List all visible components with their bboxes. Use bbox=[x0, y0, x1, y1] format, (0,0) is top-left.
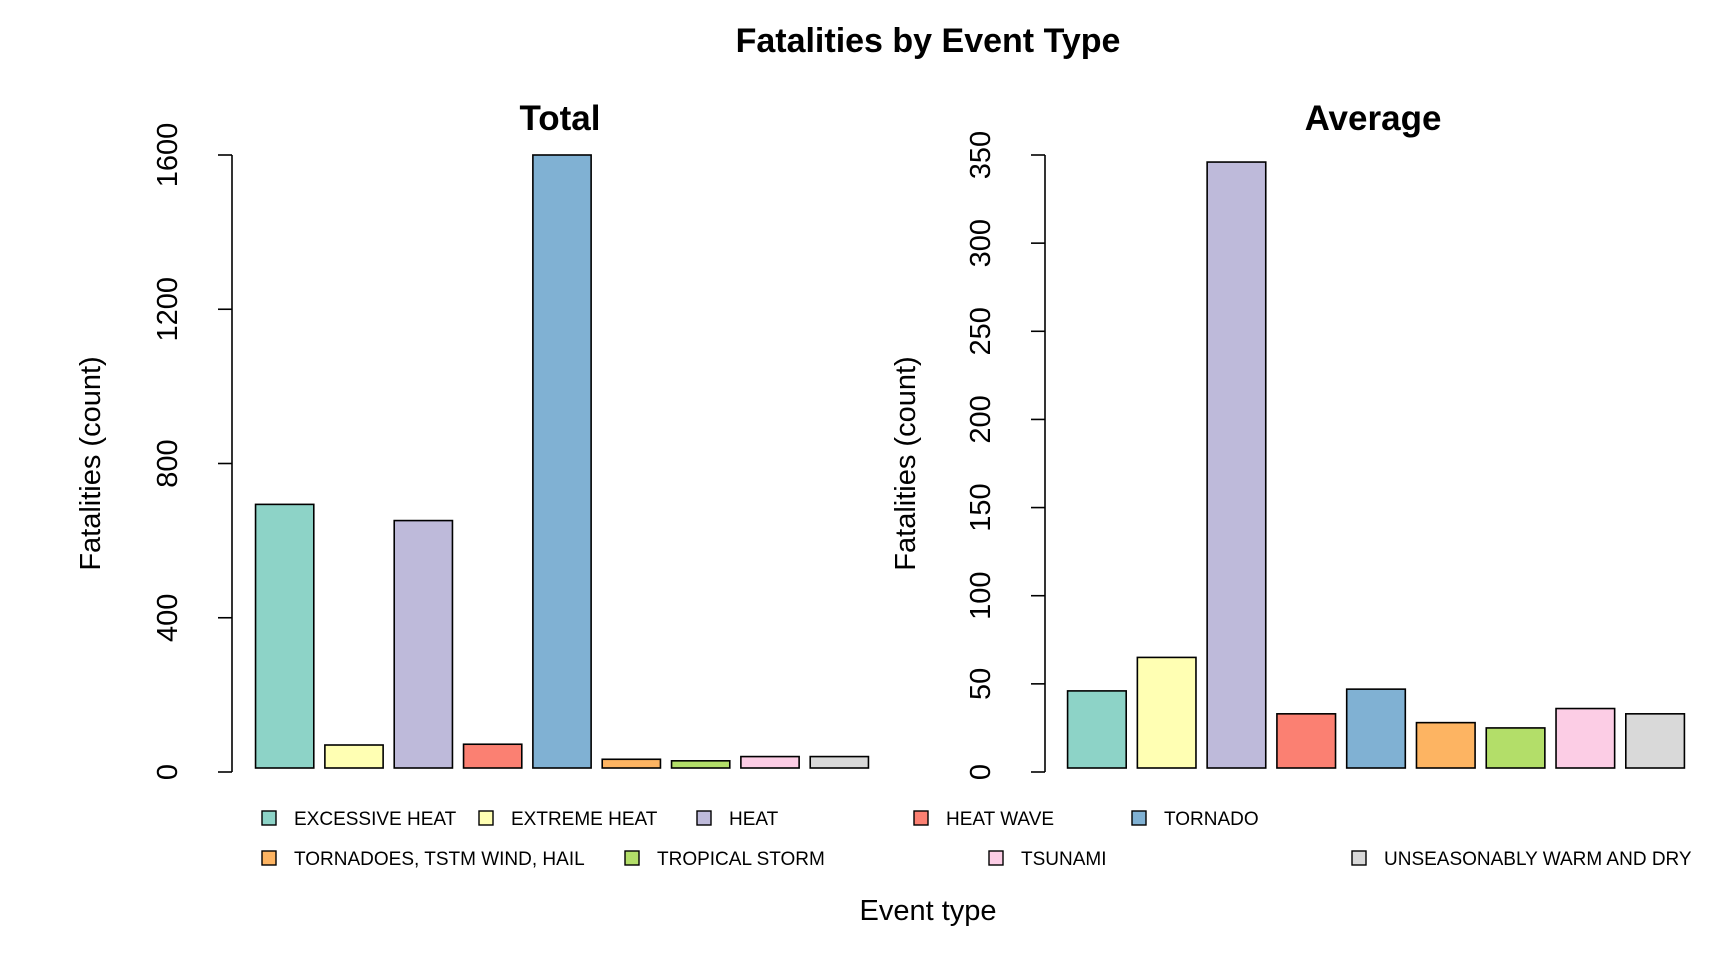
average-y-tick-label: 0 bbox=[965, 764, 997, 780]
average-bar-tornado bbox=[1345, 688, 1407, 769]
legend-label-extreme-heat: EXTREME HEAT bbox=[511, 809, 658, 830]
total-bar-heat-wave bbox=[462, 743, 523, 769]
average-y-tick-label: 350 bbox=[965, 131, 997, 179]
legend-label-tornadoes-tstm-wind-hail: TORNADOES, TSTM WIND, HAIL bbox=[294, 849, 585, 870]
legend-swatch-tornadoes-tstm-wind-hail bbox=[261, 850, 277, 866]
figure-title: Fatalities by Event Type bbox=[736, 22, 1121, 60]
legend-label-tropical-storm: TROPICAL STORM bbox=[657, 849, 825, 870]
total-y-tick-label: 800 bbox=[152, 439, 184, 487]
average-bar-tropical-storm bbox=[1485, 727, 1546, 769]
legend-swatch-extreme-heat bbox=[478, 810, 494, 826]
total-y-tick-label: 400 bbox=[152, 594, 184, 642]
total-bar-tornadoes-tstm-wind-hail bbox=[601, 758, 662, 769]
average-bar-excessive-heat bbox=[1066, 690, 1127, 769]
legend: EXCESSIVE HEAT EXTREME HEAT HEAT HEAT WAVE T… bbox=[261, 809, 1692, 870]
legend-swatch-unseasonably-warm-and-dry bbox=[1351, 850, 1367, 866]
average-bar-heat bbox=[1206, 161, 1267, 769]
legend-swatch-tropical-storm bbox=[624, 850, 640, 866]
legend-label-excessive-heat: EXCESSIVE HEAT bbox=[294, 809, 457, 830]
average-bar-unseasonably-warm-and-dry bbox=[1625, 713, 1686, 769]
average-bar-heat-wave bbox=[1276, 713, 1337, 769]
legend-label-heat-wave: HEAT WAVE bbox=[946, 809, 1054, 830]
total-bar-heat bbox=[393, 519, 454, 769]
legend-label-unseasonably-warm-and-dry: UNSEASONABLY WARM AND DRY bbox=[1384, 849, 1692, 870]
average-bar-tsunami bbox=[1555, 707, 1616, 769]
total-y-tick-label: 1200 bbox=[152, 277, 184, 342]
average-bar-tornadoes-tstm-wind-hail bbox=[1415, 721, 1476, 769]
average-y-tick-label: 300 bbox=[965, 219, 997, 267]
legend-swatch-heat bbox=[696, 810, 712, 826]
total-y-tick-label: 0 bbox=[152, 764, 184, 780]
legend-label-tsunami: TSUNAMI bbox=[1021, 849, 1107, 870]
average-y-tick-label: 150 bbox=[965, 483, 997, 531]
total-bar-tropical-storm bbox=[670, 760, 731, 769]
total-y-axis-label: Fatalities (count) bbox=[75, 356, 107, 570]
total-bar-tsunami bbox=[740, 755, 800, 769]
average-y-tick-label: 100 bbox=[965, 572, 997, 620]
legend-label-heat: HEAT bbox=[729, 809, 779, 830]
legend-swatch-heat-wave bbox=[913, 810, 929, 826]
legend-swatch-tornado bbox=[1131, 810, 1147, 826]
total-bar-extreme-heat bbox=[324, 744, 384, 769]
legend-label-tornado: TORNADO bbox=[1164, 809, 1259, 830]
total-bar-unseasonably-warm-and-dry bbox=[809, 755, 870, 769]
total-y-tick-label: 1600 bbox=[152, 123, 184, 188]
average-panel-title: Average bbox=[1305, 99, 1442, 138]
average-y-tick-label: 200 bbox=[965, 395, 997, 443]
average-y-tick-label: 50 bbox=[965, 668, 997, 700]
total-bar-excessive-heat bbox=[254, 503, 315, 769]
panel-average: Average 0 50 100 150 200 250 300 350 Fatalities (… bbox=[890, 99, 1686, 780]
total-bar-tornado bbox=[532, 154, 592, 769]
average-y-tick-label: 250 bbox=[965, 307, 997, 355]
legend-swatch-tsunami bbox=[988, 850, 1004, 866]
panel-total: Total 0 400 800 1200 1600 Fatalities (count) bbox=[75, 99, 870, 780]
x-axis-label: Event type bbox=[859, 895, 996, 927]
average-y-axis-label: Fatalities (count) bbox=[890, 356, 922, 570]
legend-swatch-excessive-heat bbox=[261, 810, 277, 826]
average-bar-extreme-heat bbox=[1136, 656, 1197, 769]
total-panel-title: Total bbox=[519, 99, 600, 138]
